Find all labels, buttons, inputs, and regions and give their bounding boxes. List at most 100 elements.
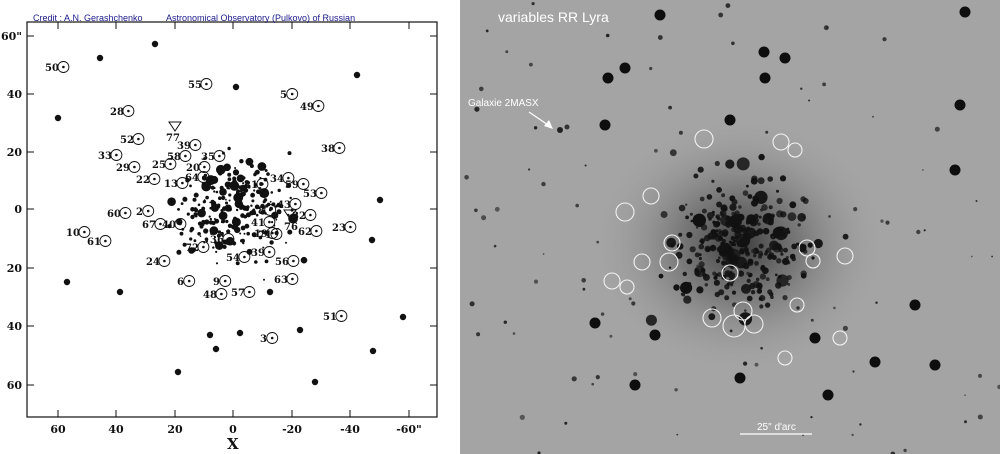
photo-star [645,314,657,326]
variable-star-dot [223,279,227,283]
star-dot [177,208,180,211]
star-dot [236,193,240,197]
star-dot [232,179,237,185]
photo-star [694,268,699,273]
star-dot [264,259,269,264]
variable-star-ring [215,288,228,300]
star-dot [251,232,257,238]
variable-star-label: 50 [45,63,59,74]
photo-star [744,250,749,254]
cluster-photo: variables RR Lyra Galaxie 2MASX 25" d'ar… [464,1,1000,454]
photo-star [706,212,714,219]
star-dot [225,201,228,205]
photo-star [724,253,729,258]
star-dot [245,157,254,166]
photo-star [725,255,738,268]
photo-star [595,375,600,380]
photo-star [880,219,884,223]
variable-star-ring [197,171,210,183]
axis-ticks: 60 40 20 0 -20 -40 -60" 60" 40 20 0 20 40 60 [1,22,437,436]
photo-star [694,252,700,258]
photo-star [584,164,587,167]
variable-star-dot [268,250,271,254]
rr-lyrae-ring [805,253,821,269]
photo-star [649,329,661,341]
star-dot [236,329,244,337]
photo-star [541,181,546,187]
photo-star [721,260,727,266]
photo-star [711,179,715,183]
star-dot [227,223,233,228]
photo-star [765,277,770,282]
photo-star [699,196,705,202]
variable-star-ring [183,275,196,287]
star-dot [259,188,270,199]
galaxy-blob [557,127,563,133]
photo-star [708,313,716,321]
star-dot [205,195,209,200]
photo-star [833,306,836,310]
x-tick-label: 0 [229,423,237,436]
photo-star [757,222,761,226]
y-tick-label: 60" [1,30,22,43]
photo-star [768,252,775,258]
variable-star-ring [154,218,167,230]
photo-star [756,228,764,235]
star-dot [300,256,308,264]
x-tick-label: -20 [282,423,302,436]
photo-star [528,168,531,171]
star-dot [190,207,195,212]
rr-lyrae-ring [721,264,739,282]
photo-star [800,273,807,279]
star-dot [277,188,281,193]
photo-star [780,252,784,256]
x-tick-label: 40 [108,423,124,436]
photo-star [872,115,874,118]
photo-star [761,267,769,274]
star-dot [213,190,216,193]
star-dot [234,199,243,209]
photo-star [704,234,711,242]
photo-stars [464,1,1000,454]
rr-lyrae-ring [603,272,621,290]
photo-star [531,1,535,6]
photo-star [687,282,692,286]
photo-star [756,288,762,294]
star-dot [227,146,231,151]
photo-star [676,433,679,436]
star-dot [193,239,197,243]
variable-star-dot [227,237,230,241]
photo-star [852,370,855,373]
photo-star [474,106,480,112]
photo-star [991,255,993,258]
star-dot [204,237,209,241]
variable-star-label: 9 [213,277,220,288]
photo-star [746,278,751,283]
variable-star-label: 21 [244,180,258,191]
variable-star-label: 59 [285,180,299,191]
variable-star-ring [297,178,310,190]
y-tick-label: 40 [7,320,23,333]
photo-star [738,205,742,209]
photo-star [746,295,753,302]
photo-star [713,275,718,280]
galaxy-label: Galaxie 2MASX [468,98,539,109]
star-dot [215,262,219,265]
star-dot [96,54,104,62]
photo-star [589,317,601,329]
photo-star [750,290,756,295]
star-dot [226,229,231,234]
variable-star-ring [219,275,232,287]
photo-star [668,105,672,110]
star-dot [243,232,246,235]
photo-star [605,33,610,38]
x-axis-label: X [227,435,239,453]
photo-star [779,175,787,182]
star-dot [214,241,218,245]
photo-star [657,35,663,40]
variable-star-ring [266,227,279,239]
photo-star [571,376,577,382]
star-dot [203,200,207,203]
variable-star-labels: 5149532933619863563962325934282552646067… [45,61,357,345]
photo-star [732,242,736,247]
